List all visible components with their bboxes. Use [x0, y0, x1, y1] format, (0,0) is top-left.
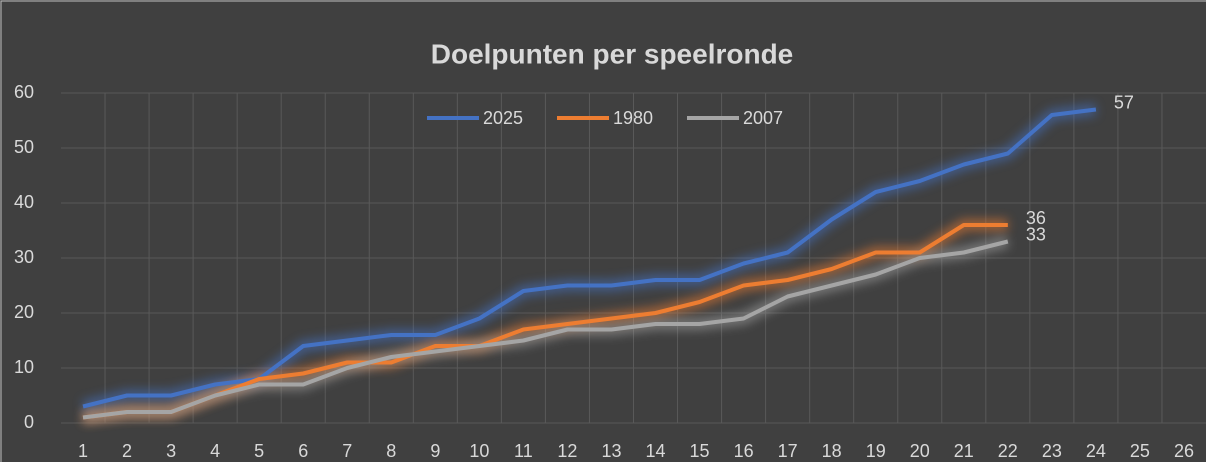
x-tick-label: 1 [78, 441, 88, 461]
y-tick-label: 30 [14, 247, 34, 267]
x-tick-label: 9 [430, 441, 440, 461]
x-tick-label: 13 [601, 441, 621, 461]
series-line [82, 223, 1008, 420]
x-tick-label: 19 [866, 441, 886, 461]
x-tick-label: 5 [254, 441, 264, 461]
grid [61, 92, 1206, 424]
y-tick-label: 50 [14, 137, 34, 157]
x-tick-label: 22 [998, 441, 1018, 461]
x-tick-label: 24 [1086, 441, 1106, 461]
lines [82, 107, 1097, 420]
x-tick-label: 11 [514, 441, 533, 461]
y-tick-label: 20 [14, 302, 34, 322]
x-tick-label: 17 [778, 441, 798, 461]
x-tick-label: 15 [690, 441, 710, 461]
legend-label: 2007 [743, 108, 783, 128]
chart-title: Doelpunten per speelronde [431, 38, 794, 69]
x-tick-label: 4 [210, 441, 220, 461]
data-label: 36 [1026, 208, 1046, 228]
x-tick-label: 26 [1174, 441, 1194, 461]
x-tick-label: 14 [646, 441, 666, 461]
x-tick-label: 7 [342, 441, 352, 461]
x-tick-label: 3 [166, 441, 176, 461]
x-tick-label: 10 [469, 441, 489, 461]
y-tick-label: 0 [24, 412, 34, 432]
x-tick-label: 12 [557, 441, 577, 461]
data-label: 33 [1026, 224, 1046, 244]
legend-label: 2025 [483, 108, 523, 128]
x-tick-label: 18 [822, 441, 842, 461]
x-tick-label: 6 [298, 441, 308, 461]
legend-label: 1980 [613, 108, 653, 128]
x-tick-label: 25 [1130, 441, 1150, 461]
x-tick-label: 20 [910, 441, 930, 461]
x-tick-label: 2 [122, 441, 132, 461]
x-tick-label: 23 [1042, 441, 1062, 461]
x-tick-label: 21 [954, 441, 974, 461]
series-line [82, 239, 1009, 420]
y-tick-label: 40 [14, 192, 34, 212]
data-label: 57 [1114, 92, 1134, 112]
x-tick-label: 16 [734, 441, 754, 461]
x-tick-label: 8 [386, 441, 396, 461]
y-tick-label: 60 [14, 82, 34, 102]
y-tick-label: 10 [14, 357, 34, 377]
